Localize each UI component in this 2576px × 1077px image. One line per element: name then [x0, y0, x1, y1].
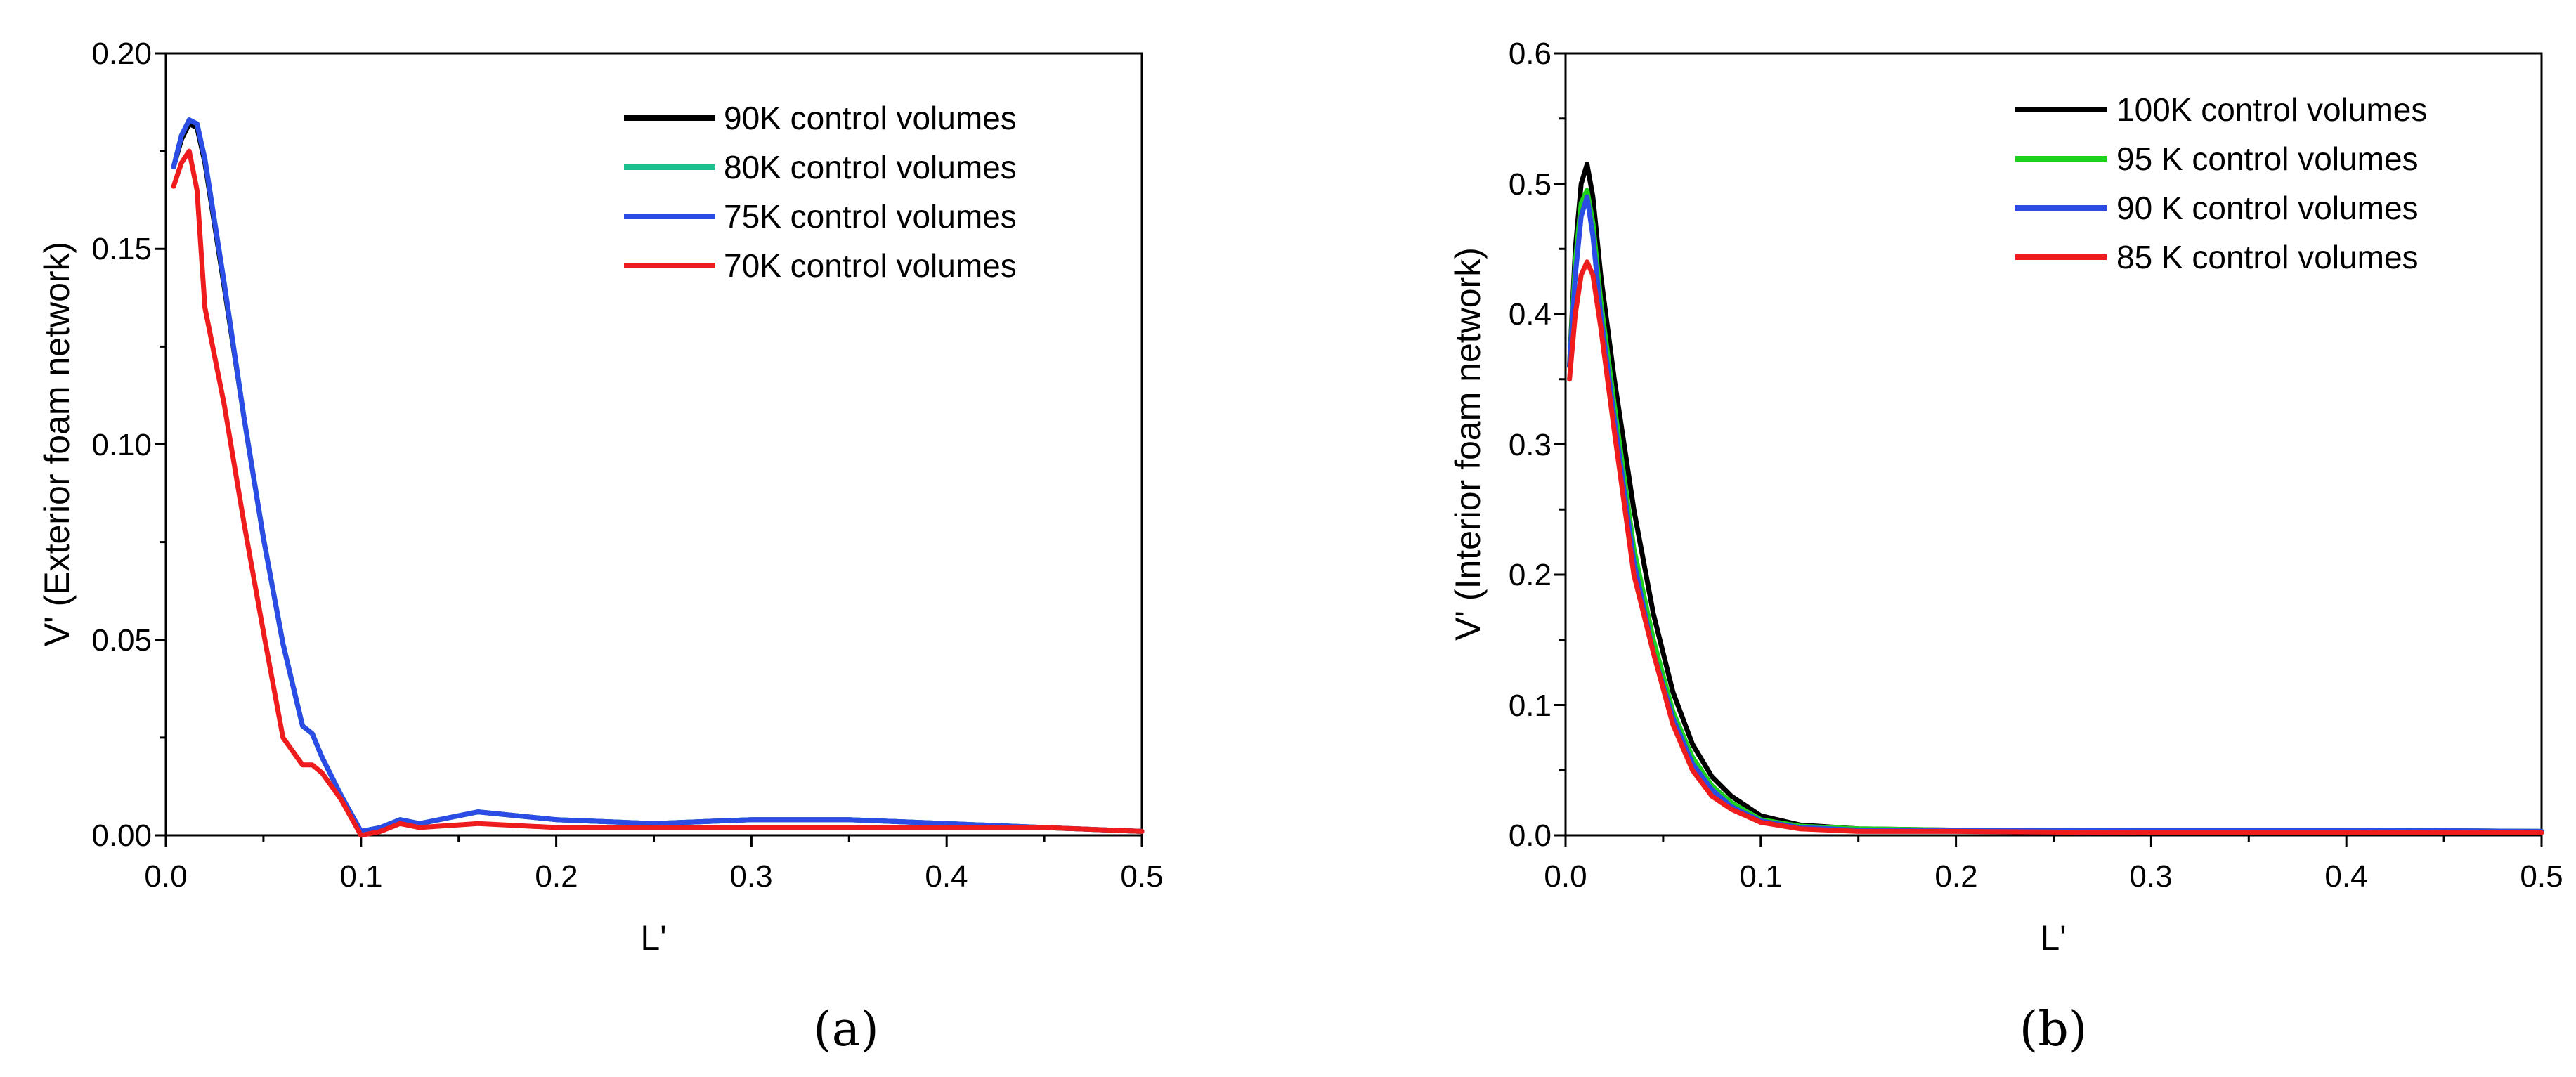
plot-area-b	[1564, 52, 2543, 837]
y-axis-label: V' (Interior foam network)	[1448, 247, 1488, 641]
xtick-label: 0.4	[2324, 859, 2367, 894]
legend-label: 70K control volumes	[724, 247, 1017, 284]
legend-b: 100K control volumes 95 K control volume…	[2015, 91, 2427, 275]
ytick-label: 0.2	[1509, 558, 1552, 592]
panel-caption-a: (a)	[813, 1002, 879, 1057]
xtick-label: 0.3	[729, 859, 772, 894]
xtick-label: 0.2	[535, 859, 578, 894]
ytick-label: 0.5	[1509, 167, 1552, 202]
xtick-label: 0.0	[144, 859, 187, 894]
ytick-label: 0.15	[91, 232, 152, 266]
ytick-label: 0.05	[91, 623, 152, 658]
series-line-85-k-control-volumes	[1567, 259, 2544, 835]
legend-label: 95 K control volumes	[2116, 141, 2419, 177]
ytick-label: 0.3	[1509, 428, 1552, 462]
ytick-label: 0.6	[1509, 37, 1552, 71]
xtick-label: 0.5	[2520, 859, 2563, 894]
xtick-label: 0.3	[2129, 859, 2172, 894]
xtick-label: 0.2	[1934, 859, 1977, 894]
legend-label: 80K control volumes	[724, 149, 1017, 185]
legend-label: 85 K control volumes	[2116, 239, 2419, 275]
series-group-a	[171, 117, 1145, 838]
series-group-b	[1567, 162, 2544, 835]
panel-b: 0.0 0.1 0.2 0.3 0.4 0.5 0.6 0.0 0.1 0.2 …	[1448, 37, 2563, 1057]
legend-label: 100K control volumes	[2116, 91, 2427, 128]
xtick-label: 0.0	[1544, 859, 1587, 894]
ytick-label: 0.1	[1509, 688, 1552, 723]
legend-label: 75K control volumes	[724, 198, 1017, 235]
xtick-label: 0.1	[339, 859, 382, 894]
xtick-label: 0.5	[1120, 859, 1163, 894]
legend-label: 90 K control volumes	[2116, 190, 2419, 226]
panel-caption-b: (b)	[2019, 1002, 2088, 1057]
ytick-label: 0.00	[91, 818, 152, 853]
x-axis-label: L'	[2040, 918, 2066, 958]
ytick-label: 0.20	[91, 37, 152, 71]
series-line-70k-control-volumes	[171, 148, 1145, 838]
panel-a: 0.00 0.05 0.10 0.15 0.20 0.0 0.1 0.2 0.3…	[37, 37, 1164, 1057]
y-axis-label: V' (Exterior foam network)	[37, 242, 77, 646]
legend-a: 90K control volumes 80K control volumes …	[624, 100, 1017, 284]
ytick-label: 0.10	[91, 428, 152, 462]
ytick-label: 0.4	[1509, 297, 1552, 332]
ytick-label: 0.0	[1509, 818, 1552, 853]
xtick-label: 0.1	[1739, 859, 1782, 894]
axis-ticks-b	[1554, 52, 2543, 847]
legend-label: 90K control volumes	[724, 100, 1017, 136]
axis-ticks-a	[155, 52, 1143, 847]
x-axis-label: L'	[640, 918, 666, 958]
xtick-label: 0.4	[925, 859, 968, 894]
plot-area-a	[164, 52, 1143, 837]
